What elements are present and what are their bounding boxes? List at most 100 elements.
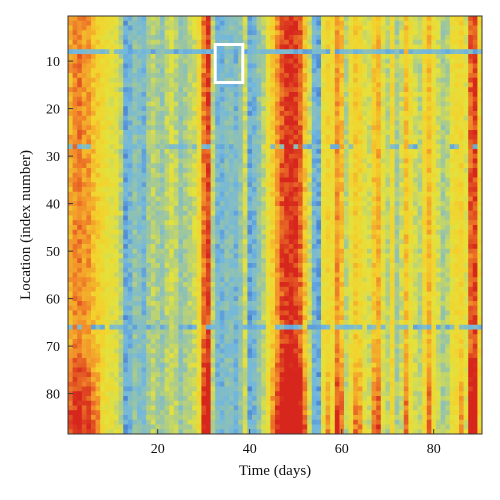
- heatmap-cell: [422, 168, 428, 174]
- heatmap-cell: [91, 172, 96, 178]
- heatmap-cell: [371, 187, 377, 193]
- heatmap-cell: [449, 92, 455, 98]
- heatmap-cell: [408, 225, 414, 231]
- heatmap-cell: [215, 111, 221, 117]
- heatmap-cell: [348, 77, 354, 83]
- heatmap-cell: [91, 225, 96, 231]
- heatmap-cell: [68, 182, 73, 188]
- heatmap-cell: [339, 125, 345, 131]
- heatmap-cell: [183, 82, 188, 88]
- heatmap-cell: [321, 96, 326, 102]
- heatmap-cell: [426, 267, 432, 273]
- heatmap-cell: [316, 229, 322, 235]
- heatmap-cell: [169, 225, 175, 231]
- heatmap-cell: [325, 196, 331, 202]
- heatmap-cell: [353, 215, 359, 221]
- heatmap-cell: [403, 92, 409, 98]
- heatmap-cell: [417, 201, 423, 207]
- heatmap-cell: [413, 130, 418, 136]
- heatmap-cell: [100, 253, 106, 259]
- heatmap-cell: [279, 258, 285, 264]
- heatmap-cell: [293, 182, 299, 188]
- heatmap-cell: [367, 196, 372, 202]
- heatmap-cell: [403, 68, 409, 74]
- heatmap-cell: [137, 92, 142, 98]
- heatmap-cell: [109, 49, 115, 55]
- heatmap-cell: [242, 263, 248, 269]
- heatmap-cell: [293, 106, 299, 112]
- heatmap-cell: [408, 106, 414, 112]
- heatmap-cell: [399, 73, 405, 79]
- heatmap-cell: [417, 163, 423, 169]
- heatmap-cell: [440, 187, 446, 193]
- heatmap-cell: [463, 139, 469, 145]
- heatmap-cell: [127, 168, 133, 174]
- heatmap-cell: [459, 111, 464, 117]
- heatmap-cell: [265, 158, 271, 164]
- heatmap-cell: [215, 229, 221, 235]
- heatmap-cell: [178, 68, 184, 74]
- heatmap-cell: [339, 30, 345, 36]
- heatmap-cell: [293, 253, 299, 259]
- heatmap-cell: [109, 263, 115, 269]
- heatmap-cell: [362, 258, 368, 264]
- heatmap-cell: [371, 120, 377, 126]
- heatmap-cell: [201, 58, 207, 64]
- heatmap-cell: [390, 149, 395, 155]
- heatmap-cell: [390, 210, 395, 216]
- heatmap-cell: [459, 253, 464, 259]
- heatmap-cell: [256, 120, 262, 126]
- heatmap-cell: [86, 153, 92, 159]
- heatmap-cell: [86, 77, 92, 83]
- heatmap-cell: [270, 234, 276, 240]
- heatmap-cell: [141, 158, 147, 164]
- heatmap-cell: [321, 248, 326, 254]
- heatmap-cell: [247, 206, 253, 212]
- heatmap-cell: [210, 267, 216, 273]
- heatmap-cell: [104, 277, 110, 283]
- heatmap-cell: [339, 73, 345, 79]
- heatmap-cell: [77, 239, 83, 245]
- heatmap-cell: [431, 182, 437, 188]
- heatmap-cell: [104, 82, 110, 88]
- heatmap-cell: [431, 68, 437, 74]
- heatmap-cell: [417, 234, 423, 240]
- heatmap-cell: [334, 215, 340, 221]
- heatmap-cell: [279, 35, 285, 41]
- heatmap-cell: [385, 177, 391, 183]
- heatmap-cell: [431, 149, 437, 155]
- heatmap-cell: [104, 258, 110, 264]
- heatmap-cell: [242, 158, 248, 164]
- heatmap-cell: [463, 239, 469, 245]
- heatmap-cell: [206, 215, 211, 221]
- heatmap-cell: [229, 106, 234, 112]
- heatmap-cell: [394, 263, 400, 269]
- heatmap-cell: [339, 229, 345, 235]
- heatmap-cell: [279, 96, 285, 102]
- heatmap-cell: [390, 73, 395, 79]
- heatmap-cell: [449, 54, 455, 60]
- heatmap-cell: [449, 20, 455, 26]
- heatmap-cell: [362, 210, 368, 216]
- heatmap-cell: [118, 54, 124, 60]
- heatmap-cell: [454, 82, 460, 88]
- heatmap-cell: [445, 206, 451, 212]
- heatmap-cell: [270, 172, 276, 178]
- heatmap-cell: [298, 210, 303, 216]
- heatmap-cell: [81, 201, 87, 207]
- heatmap-cell: [81, 125, 87, 131]
- heatmap-cell: [100, 239, 106, 245]
- heatmap-cell: [422, 134, 428, 140]
- heatmap-cell: [293, 44, 299, 50]
- heatmap-cell: [137, 130, 142, 136]
- heatmap-cell: [472, 244, 478, 250]
- heatmap-cell: [187, 115, 193, 121]
- heatmap-cell: [114, 25, 119, 31]
- heatmap-cell: [210, 163, 216, 169]
- heatmap-cell: [150, 125, 156, 131]
- heatmap-cell: [109, 144, 115, 150]
- heatmap-cell: [187, 229, 193, 235]
- heatmap-cell: [316, 144, 322, 150]
- heatmap-cell: [408, 49, 414, 55]
- heatmap-cell: [150, 215, 156, 221]
